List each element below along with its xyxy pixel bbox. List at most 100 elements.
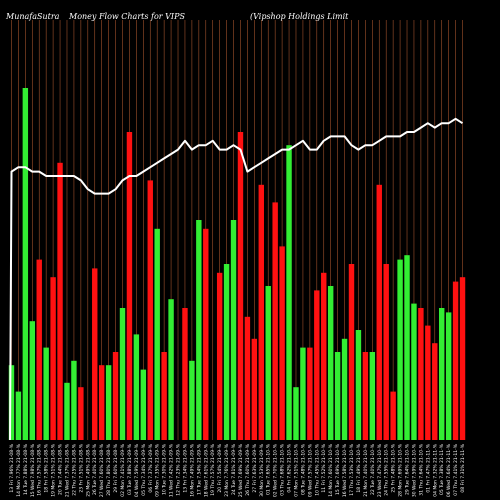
- x-tick-label: 22 Thu 7.25% 21-08-%: [71, 443, 77, 495]
- money-flow-bar: [203, 228, 209, 440]
- chart-title: Money Flow Charts for VIPS: [69, 12, 185, 21]
- money-flow-bar: [286, 145, 292, 440]
- x-axis-labels: 13 Fri 7.96% 21-08-% 14 Mon 7.77% 21-08-%…: [9, 443, 466, 497]
- money-flow-bar: [251, 338, 258, 440]
- x-tick-label: 11 Fri 7.52% 21-10-%: [321, 443, 327, 492]
- x-tick-label: 17 Tue 7.54% 21-09-%: [196, 443, 202, 495]
- money-flow-bar: [154, 228, 160, 440]
- money-flow-bar: [182, 308, 188, 440]
- money-flow-bar: [355, 330, 362, 440]
- grid-lines: [11, 20, 463, 440]
- money-flow-bar: [300, 347, 306, 440]
- x-tick-label: 04 Fri 7.62% 21-10-%: [287, 443, 293, 492]
- money-flow-bar: [390, 391, 396, 440]
- x-tick-label: 02 Mon 7.41% 21-09-%: [120, 443, 126, 497]
- money-flow-bar: [8, 365, 15, 440]
- x-tick-label: 31 Thu 7.64% 21-10-%: [418, 443, 424, 495]
- x-tick-label: 14 Mon 7.77% 21-08-%: [16, 443, 22, 497]
- x-tick-label: 23 Fri 7.51% 21-08-%: [78, 443, 84, 492]
- money-flow-bar: [418, 308, 424, 440]
- x-tick-label: 30 Mon 7.53% 21-09-%: [259, 443, 265, 497]
- x-tick-label: 27 Fri 7.63% 21-09-%: [252, 443, 258, 492]
- money-flow-bar: [216, 272, 223, 440]
- money-flow-bar: [230, 220, 237, 440]
- x-tick-label: 23 Mon 7.76% 21-09-%: [224, 443, 230, 497]
- x-tick-label: 29 Fri 7.60% 21-08-%: [113, 443, 119, 492]
- money-flow-bar: [57, 162, 63, 441]
- x-tick-label: 12 Thu 7.23% 21-09-%: [176, 443, 182, 495]
- x-tick-label: 15 Wed 7.98% 21-08-%: [30, 443, 36, 497]
- x-tick-label: 08 Tue 7.48% 21-10-%: [300, 443, 306, 495]
- x-tick-label: 20 Fri 7.54% 21-09-%: [217, 443, 223, 492]
- company-name: (Vipshop Holdings Limit: [250, 12, 349, 21]
- x-tick-label: 10 Tue 7.30% 21-09-%: [162, 443, 168, 495]
- money-flow-bar: [272, 202, 278, 440]
- money-flow-bar: [112, 352, 119, 440]
- money-flow-bar: [140, 369, 147, 440]
- x-tick-label: 24 Thu 7.55% 21-10-%: [384, 443, 390, 495]
- money-flow-bar: [293, 387, 299, 440]
- money-flow-bar: [119, 308, 126, 440]
- x-tick-label: 13 Fri 7.34% 21-09-%: [182, 443, 188, 492]
- x-tick-label: 19 Thu 7.57% 21-09-%: [210, 443, 216, 495]
- x-tick-label: 18 Fri 7.49% 21-10-%: [356, 443, 362, 492]
- x-tick-label: 04 Wed 7.59% 21-09-%: [134, 443, 140, 497]
- money-flow-bar: [64, 382, 70, 440]
- x-tick-label: 07 Thu 7.41% 21-11-%: [453, 443, 459, 495]
- x-tick-label: 29 Tue 7.64% 21-10-%: [405, 443, 411, 495]
- money-flow-bar: [334, 352, 341, 440]
- x-tick-label: 16 Mon 7.49% 21-09-%: [189, 443, 195, 497]
- x-tick-label: 25 Wed 7.69% 21-09-%: [238, 443, 244, 497]
- money-flow-bar: [258, 184, 264, 440]
- money-flow-bar: [383, 264, 389, 440]
- x-tick-label: 18 Wed 7.61% 21-09-%: [203, 443, 209, 497]
- money-flow-bar: [445, 312, 452, 440]
- money-flow-bar: [126, 132, 133, 440]
- x-tick-label: 24 Tue 7.81% 21-09-%: [231, 443, 237, 495]
- money-flow-bar: [237, 132, 244, 440]
- money-flow-bar: [314, 290, 320, 440]
- money-flow-bar: [376, 184, 382, 440]
- x-tick-label: 03 Tue 7.88% 21-09-%: [127, 443, 133, 495]
- x-tick-label: 06 Fri 7.37% 21-09-%: [148, 443, 154, 492]
- x-tick-label: 15 Tue 7.69% 21-10-%: [335, 443, 341, 495]
- x-tick-label: 07 Mon 7.51% 21-10-%: [293, 443, 299, 497]
- money-flow-bar: [22, 88, 29, 440]
- x-tick-label: 13 Fri 7.96% 21-08-%: [9, 443, 15, 492]
- money-flow-bar: [36, 259, 42, 440]
- money-flow-bar: [168, 299, 174, 440]
- money-flow-bar: [244, 316, 251, 440]
- money-flow-bar: [327, 286, 334, 440]
- money-flow-bar: [71, 360, 77, 440]
- x-tick-label: 28 Mon 7.69% 21-10-%: [398, 443, 404, 497]
- x-tick-label: 21 Mon 7.40% 21-10-%: [363, 443, 369, 497]
- x-tick-label: 01 Tue 7.65% 21-10-%: [266, 443, 272, 495]
- brand-name: MunafaSutra: [6, 12, 60, 21]
- money-flow-bar: [78, 387, 84, 440]
- x-tick-label: 09 Wed 7.57% 21-10-%: [307, 443, 313, 497]
- money-flow-bar: [279, 246, 285, 440]
- x-tick-label: 03 Thu 7.68% 21-10-%: [280, 443, 286, 495]
- x-tick-label: 08 Fri 7.31% 21-11-%: [460, 443, 466, 492]
- x-tick-label: 04 Mon 7.32% 21-11-%: [432, 443, 438, 497]
- money-flow-bar: [341, 338, 348, 440]
- money-flow-bar: [105, 365, 112, 440]
- x-tick-label: 09 Mon 7.35% 21-09-%: [155, 443, 161, 497]
- x-tick-label: 25 Fri 7.48% 21-10-%: [391, 443, 397, 492]
- x-tick-label: 26 Tue 7.40% 21-08-%: [92, 443, 98, 495]
- x-tick-label: 14 Tue 7.88% 21-08-%: [23, 443, 29, 495]
- money-flow-bar: [432, 343, 438, 440]
- x-tick-label: 22 Tue 7.40% 21-10-%: [370, 443, 376, 495]
- money-flow-bars: [8, 88, 466, 441]
- money-flow-bar: [189, 360, 195, 440]
- money-flow-bar: [29, 321, 35, 440]
- money-flow-bar: [133, 334, 140, 440]
- money-flow-bar: [321, 272, 327, 440]
- price-line: [9, 117, 464, 441]
- chart-header: MunafaSutra Money Flow Charts for VIPS (…: [6, 12, 496, 26]
- x-tick-label: 05 Thu 7.34% 21-09-%: [141, 443, 147, 495]
- x-tick-label: 11 Wed 7.42% 21-09-%: [169, 443, 175, 497]
- x-tick-label: 20 Tue 7.44% 21-08-%: [58, 443, 64, 495]
- x-tick-label: 18 Fri 7.58% 21-08-%: [44, 443, 50, 492]
- x-tick-label: 05 Tue 7.38% 21-11-%: [439, 443, 445, 495]
